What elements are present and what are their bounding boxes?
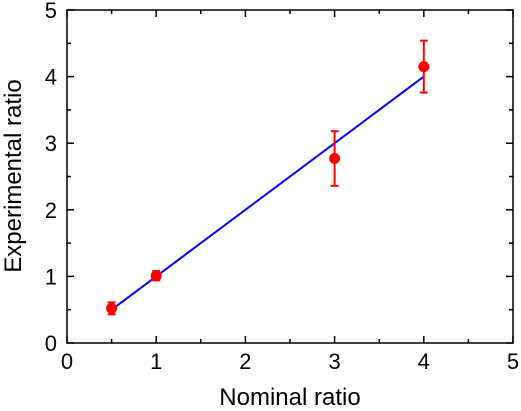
x-tick-label: 3 — [328, 349, 340, 374]
y-tick-label: 5 — [45, 0, 57, 23]
y-tick-labels: 0 1 2 3 4 5 — [45, 0, 57, 356]
x-tick-label: 4 — [418, 349, 430, 374]
y-tick-label: 4 — [45, 65, 57, 90]
y-tick-label: 2 — [45, 198, 57, 223]
data-point — [150, 270, 162, 282]
x-tick-label: 1 — [150, 349, 162, 374]
data-point — [106, 302, 118, 314]
data-point — [418, 61, 430, 73]
y-tick-label: 0 — [45, 331, 57, 356]
x-axis-title: Nominal ratio — [219, 384, 360, 411]
x-tick-label: 5 — [507, 349, 519, 374]
data-point — [329, 153, 341, 165]
fit-line — [111, 75, 425, 311]
x-tick-label: 2 — [239, 349, 251, 374]
data-marks — [106, 39, 430, 316]
axis-ticks — [66, 9, 514, 344]
y-tick-label: 3 — [45, 131, 57, 156]
y-tick-label: 1 — [45, 264, 57, 289]
x-tick-label: 0 — [61, 349, 73, 374]
x-tick-labels: 0 1 2 3 4 5 — [61, 349, 519, 374]
y-axis-title: Experimental ratio — [0, 79, 27, 272]
